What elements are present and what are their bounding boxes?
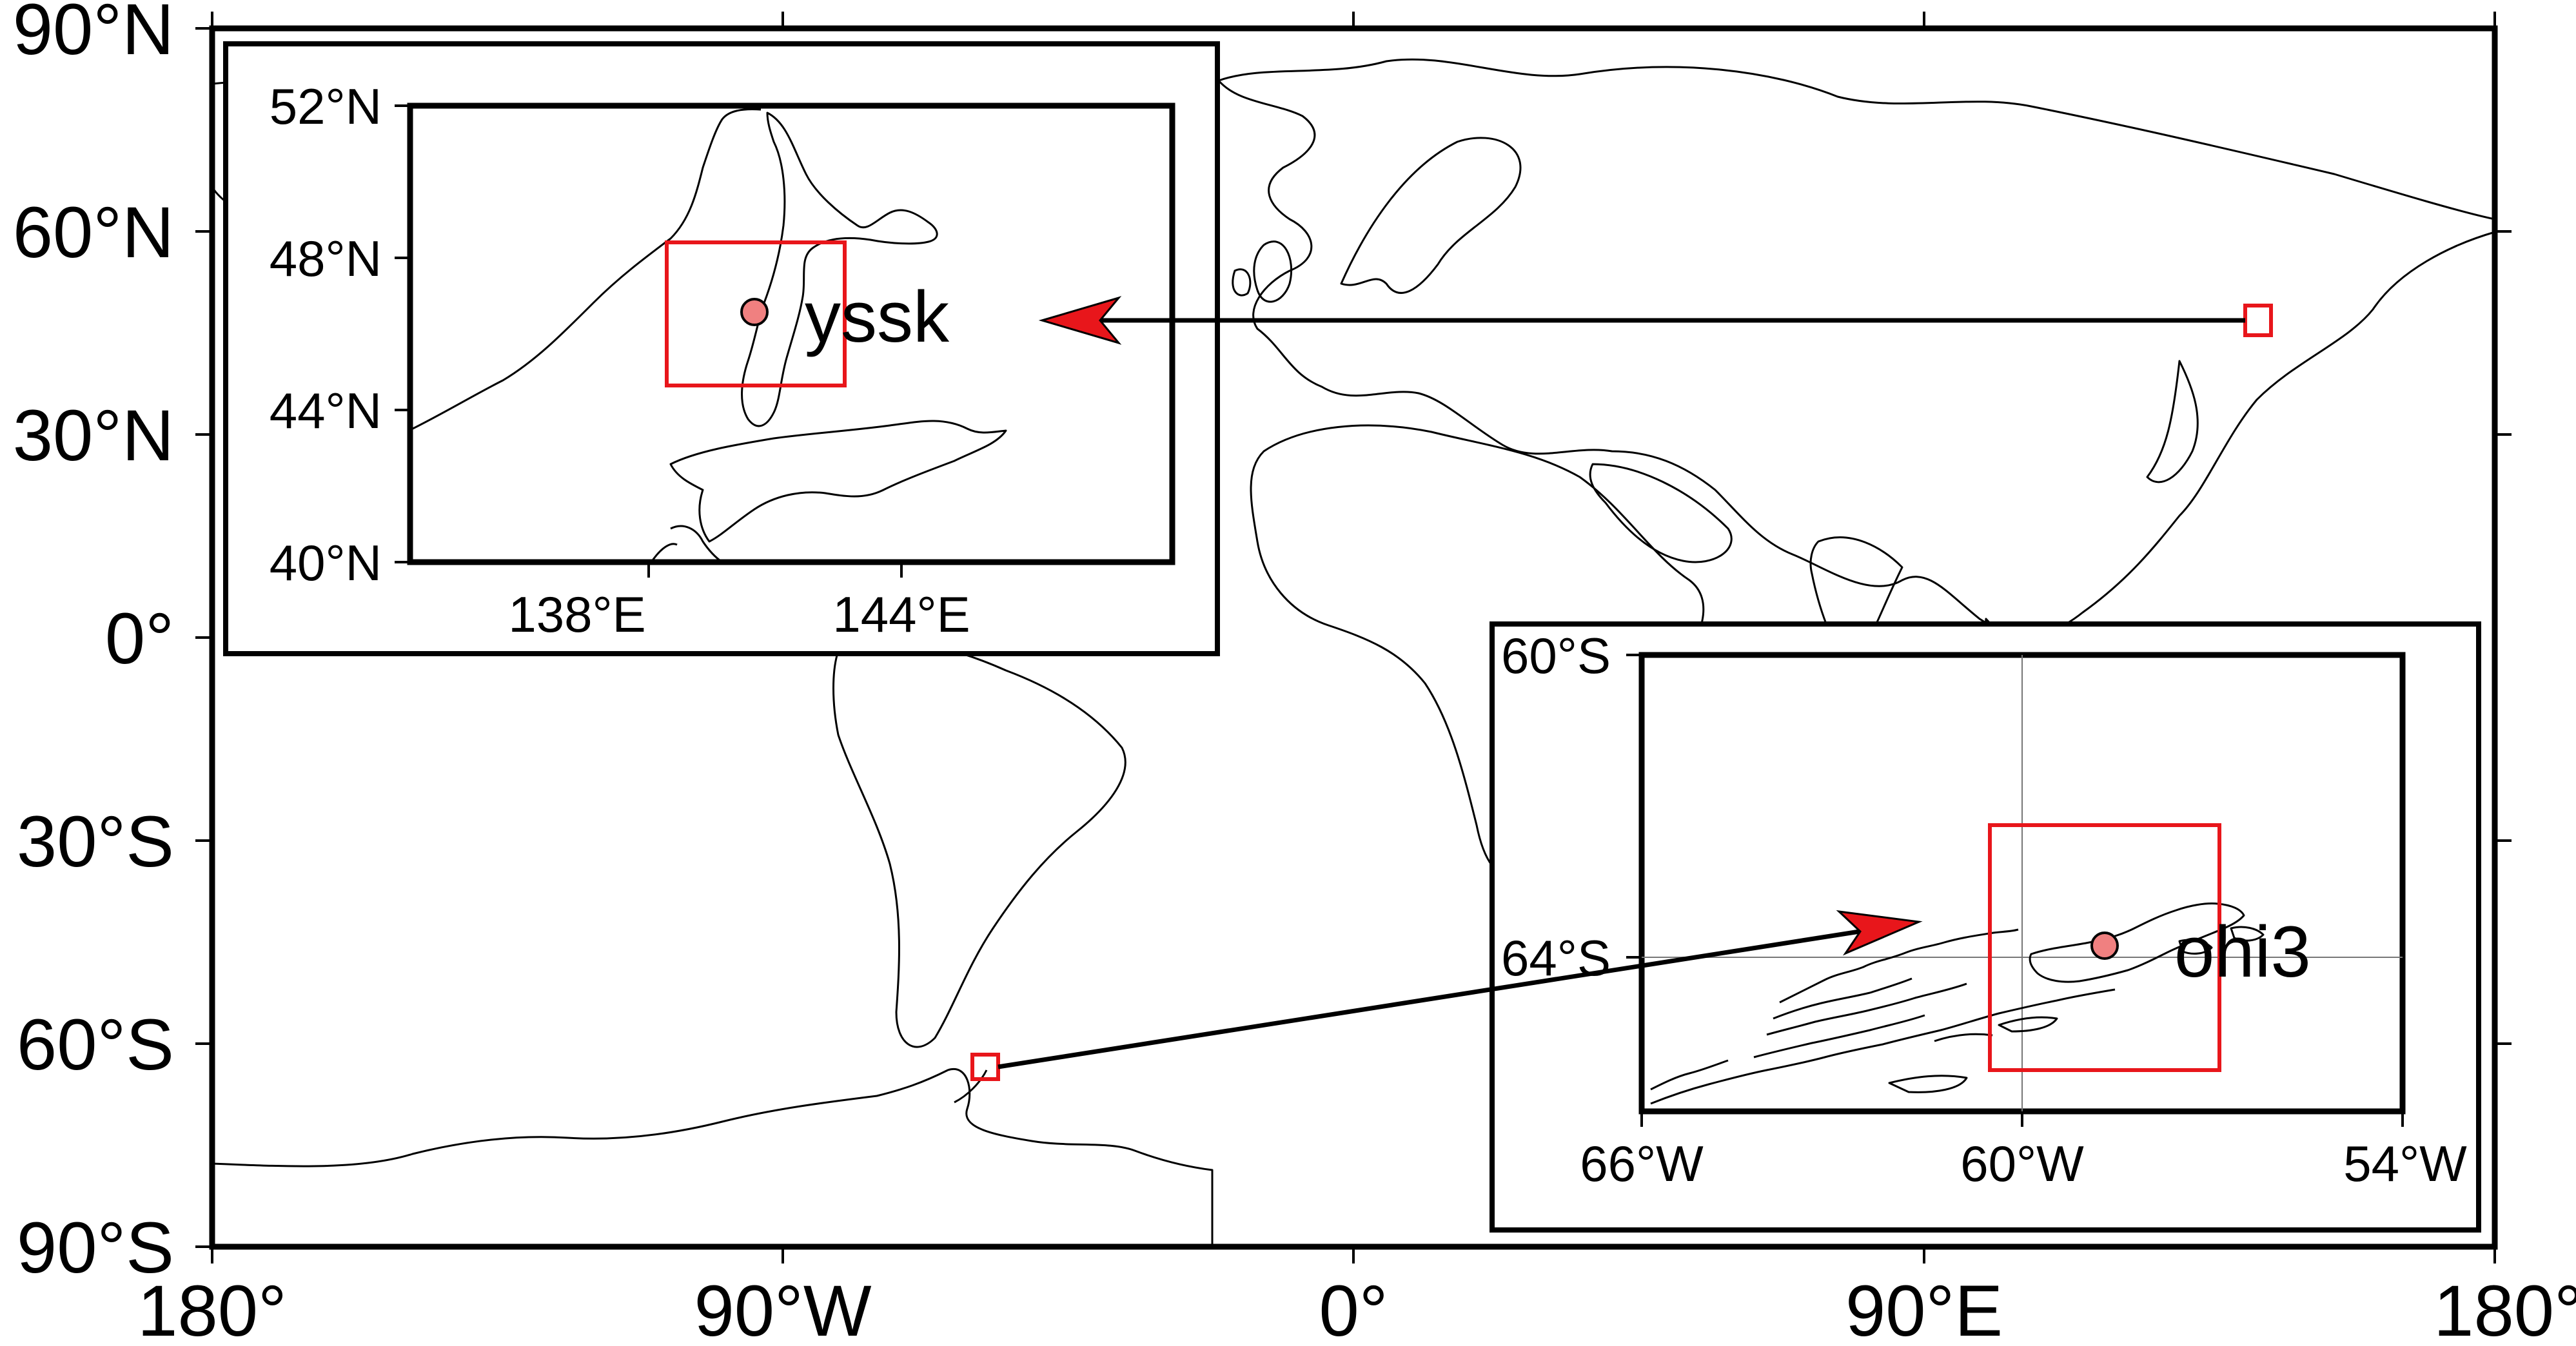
yssk-zoom-box <box>665 240 847 387</box>
lat-label: 60°S <box>1501 627 1611 684</box>
lat-label: 90°N <box>13 0 174 70</box>
ohi3-station-label: ohi3 <box>2174 912 2311 992</box>
ohi3-station-marker <box>2090 931 2119 960</box>
inset-north-lat-labels: 52°N 48°N 44°N 40°N <box>270 78 382 591</box>
inset-south-lat-labels: 60°S 64°S <box>1501 627 1611 986</box>
lon-label: 90°W <box>694 1271 871 1343</box>
inset-north-map-frame <box>407 102 1175 565</box>
lon-label: 180° <box>2433 1271 2576 1343</box>
yssk-station-label: yssk <box>805 277 950 357</box>
lat-label: 60°S <box>17 1004 174 1085</box>
world-map-ticks <box>195 12 2512 1263</box>
inset-north-coastlines <box>412 108 1007 563</box>
world-lat-labels: 90°N 60°N 30°N 0° 30°S 60°S 90°S <box>13 0 174 1288</box>
lon-label: 90°E <box>1845 1271 2003 1343</box>
inset-south-graticule <box>1642 655 2403 1111</box>
lat-label: 48°N <box>270 230 382 287</box>
lon-label: 0° <box>1319 1271 1388 1343</box>
lat-label: 30°S <box>17 801 174 882</box>
lat-label: 44°N <box>270 382 382 439</box>
ohi3-zoom-box <box>1988 823 2221 1072</box>
lat-label: 30°N <box>13 395 174 476</box>
lat-label: 90°S <box>17 1207 174 1288</box>
lon-label: 54°W <box>2343 1135 2467 1192</box>
inset-north: yssk 52°N 48°N 44°N 40°N 138°E 144°E <box>223 41 1220 656</box>
lon-label: 138°E <box>508 586 645 643</box>
inset-south: ohi3 60°S 64°S 66°W 60°W 54°W <box>1490 621 2481 1233</box>
lat-label: 0° <box>105 598 174 679</box>
yssk-station-marker <box>740 298 769 326</box>
lon-label: 66°W <box>1580 1135 1704 1192</box>
lat-label: 40°N <box>270 534 382 591</box>
inset-north-lon-labels: 138°E 144°E <box>508 586 970 643</box>
inset-south-coastlines <box>1650 902 2265 1105</box>
ohi3-arrow-line <box>998 928 1864 1069</box>
inset-south-lon-labels: 66°W 60°W 54°W <box>1580 1135 2467 1192</box>
ohi3-arrow-head <box>1836 910 1923 956</box>
world-lon-labels: 180° 90°W 0° 90°E 180° <box>137 1271 2576 1346</box>
lat-label: 60°N <box>13 192 174 273</box>
callout-arrows <box>998 296 2245 1069</box>
lon-label: 180° <box>137 1271 287 1343</box>
lon-label: 144°E <box>832 586 970 643</box>
lon-label: 60°W <box>1960 1135 2084 1192</box>
yssk-arrow-head <box>1038 296 1122 345</box>
lat-label: 52°N <box>270 78 382 135</box>
lat-label: 64°S <box>1501 930 1611 986</box>
